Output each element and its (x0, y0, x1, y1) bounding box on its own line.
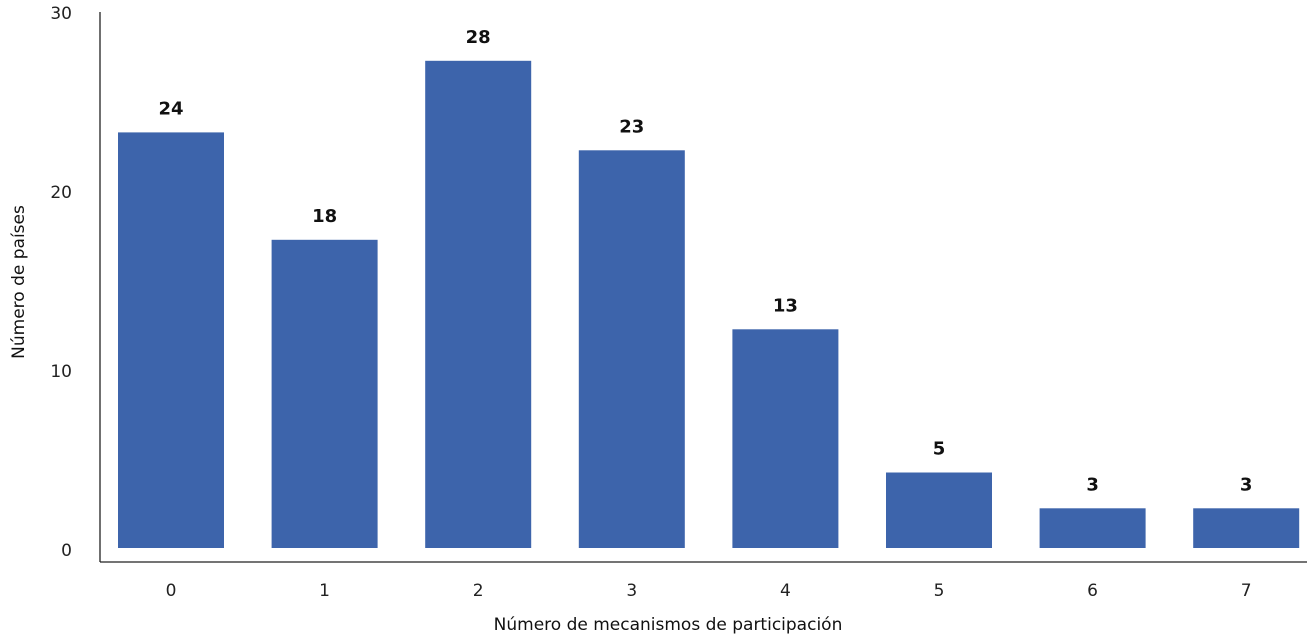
bar-1 (271, 239, 378, 549)
data-label-3: 23 (619, 116, 644, 137)
x-tick-label-7: 7 (1241, 581, 1252, 601)
bar-6 (1039, 508, 1146, 548)
x-tick-label-6: 6 (1087, 581, 1098, 601)
y-tick-label-0: 0 (61, 541, 72, 561)
data-label-0: 24 (158, 98, 183, 119)
bar-4 (732, 329, 839, 548)
x-tick-label-0: 0 (166, 581, 177, 601)
x-tick-label-3: 3 (626, 581, 637, 601)
y-tick-label-30: 30 (50, 4, 72, 24)
x-tick-label-4: 4 (780, 581, 791, 601)
bar-5 (886, 472, 992, 548)
data-label-2: 28 (466, 27, 491, 48)
x-axis-ticks: 0 1 2 3 4 5 6 7 (166, 581, 1252, 601)
bar-0 (118, 132, 224, 548)
bar-3 (578, 150, 685, 549)
y-tick-label-10: 10 (50, 362, 72, 382)
x-tick-label-5: 5 (934, 581, 945, 601)
bar-7 (1193, 508, 1300, 548)
y-tick-label-20: 20 (50, 183, 72, 203)
data-label-4: 13 (773, 295, 798, 316)
data-label-6: 3 (1086, 474, 1099, 495)
data-label-5: 5 (933, 439, 946, 460)
data-label-7: 3 (1240, 474, 1253, 495)
data-labels: 24 18 28 23 13 5 3 3 (158, 27, 1253, 495)
x-tick-label-2: 2 (473, 581, 484, 601)
x-axis-title: Número de mecanismos de participación (494, 615, 843, 635)
y-axis-ticks: 0 10 20 30 (50, 4, 72, 561)
y-axis-title: Número de países (9, 205, 29, 359)
bar-2 (425, 60, 532, 549)
bars (118, 60, 1300, 549)
data-label-1: 18 (312, 206, 337, 227)
x-tick-label-1: 1 (319, 581, 330, 601)
